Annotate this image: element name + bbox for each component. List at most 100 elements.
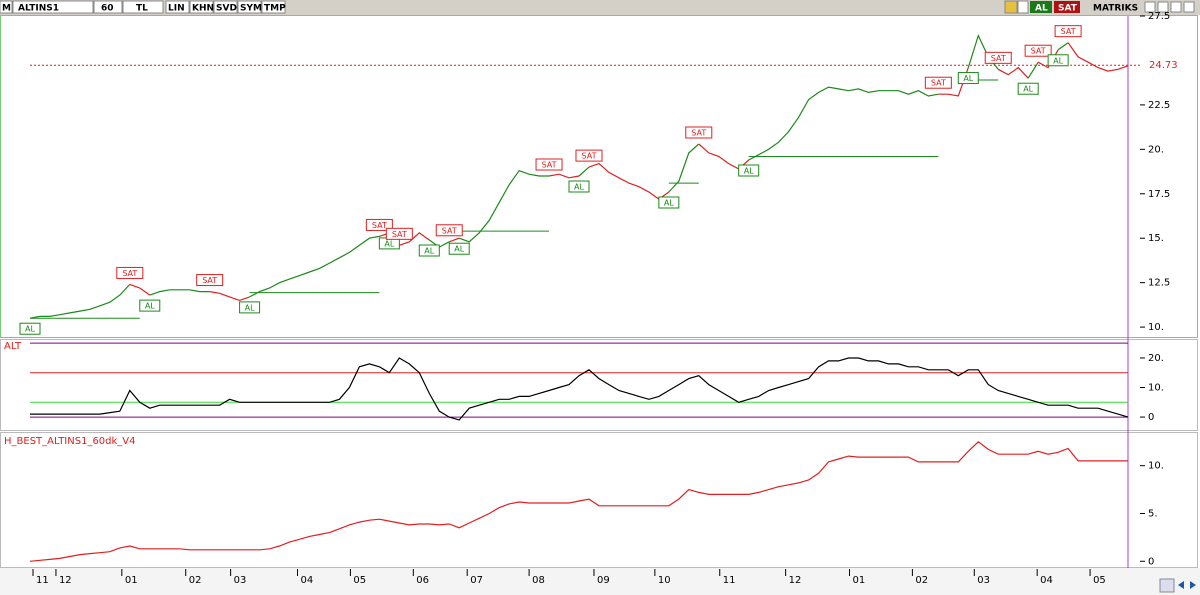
window-button[interactable]	[1170, 1, 1182, 13]
icon[interactable]	[1004, 0, 1018, 14]
toolbar-button-label: KHN	[192, 4, 214, 14]
y-tick-label: 10.	[1148, 461, 1164, 472]
x-tick-label: 12	[59, 575, 72, 586]
signal-box	[139, 299, 161, 312]
x-tick-label: 04	[301, 575, 314, 586]
price-line	[209, 291, 250, 302]
signal-box	[568, 180, 590, 193]
signal-box	[385, 227, 413, 240]
y-tick-label: 5.	[1148, 508, 1158, 519]
x-tick-label: 10	[658, 575, 671, 586]
toolbar-button[interactable]	[165, 0, 190, 14]
price-line	[29, 441, 1128, 562]
toolbar-button-label: SYM	[240, 4, 262, 14]
x-tick-label: 07	[470, 575, 483, 586]
scroll-arrows[interactable]	[1178, 581, 1196, 589]
price-line	[448, 237, 460, 243]
price-line	[1057, 42, 1069, 51]
signal-box	[984, 51, 1012, 64]
x-tick-label: 01	[853, 575, 866, 586]
toolbar-button-label: LIN	[168, 4, 185, 14]
y-tick-label: 27.5	[1148, 11, 1170, 22]
signal-label: AL	[744, 167, 754, 176]
window-button[interactable]	[1183, 1, 1195, 13]
period: 60	[101, 4, 114, 14]
icon[interactable]	[1017, 0, 1029, 14]
signal-box	[1024, 44, 1052, 57]
x-tick-label: 05	[353, 575, 366, 586]
signal-label: AL	[664, 199, 674, 208]
signal-label: SAT	[122, 269, 137, 278]
toolbar-button[interactable]	[261, 0, 286, 14]
price-line	[249, 235, 380, 298]
signal-box	[575, 149, 603, 162]
signal-label: SAT	[691, 129, 706, 138]
x-tick-label: 02	[915, 575, 928, 586]
signal-label: SAT	[542, 161, 557, 170]
window-button[interactable]	[1157, 1, 1169, 13]
price-line	[1027, 61, 1039, 79]
toolbar-items: M ALTINS1 60 TL AL SAT MATRIKS	[0, 0, 1195, 14]
signal-box	[418, 244, 440, 257]
signal-label: AL	[963, 74, 973, 83]
price-line	[458, 169, 550, 243]
last-price-label: 24.73	[1149, 60, 1178, 71]
y-tick-label: 12.5	[1148, 278, 1170, 289]
logo-box[interactable]	[0, 0, 13, 14]
x-tick-label: 12	[789, 575, 802, 586]
price-line	[1067, 42, 1129, 72]
signal-label: SAT	[1031, 47, 1046, 56]
y-tick-label: 10.	[1148, 383, 1164, 394]
indicator-panel	[0, 339, 1198, 431]
refresh-button[interactable]	[1159, 578, 1175, 593]
y-tick-label: 20.	[1148, 144, 1164, 155]
x-tick-label: 11	[36, 575, 49, 586]
logo: M	[2, 4, 11, 14]
price-line	[997, 66, 1029, 79]
toolbar	[0, 0, 1200, 15]
x-tick-label: 11	[723, 575, 736, 586]
signal-label: AL	[145, 302, 155, 311]
last-price-box	[1146, 59, 1182, 72]
toolbar-button[interactable]	[213, 0, 238, 14]
price-line	[548, 173, 580, 179]
symbol: ALTINS1	[18, 4, 59, 14]
price-line	[748, 86, 939, 161]
equity-panel	[0, 432, 1198, 568]
buy-button[interactable]	[1030, 1, 1052, 13]
sell-button[interactable]	[1054, 1, 1080, 13]
signal-box	[1054, 25, 1082, 38]
price-line	[30, 357, 1129, 421]
y-tick-label: 0	[1148, 556, 1154, 567]
x-tick-label: 03	[234, 575, 247, 586]
signal-box	[196, 274, 224, 287]
price-line	[578, 166, 590, 177]
x-tick-label: 08	[532, 575, 545, 586]
y-tick-label: 15.	[1148, 233, 1164, 244]
signal-label: AL	[574, 183, 584, 192]
toolbar-button[interactable]	[189, 0, 214, 14]
price-line	[399, 232, 430, 246]
y-tick-label: 22.5	[1148, 100, 1170, 111]
window-button[interactable]	[1144, 1, 1156, 13]
signal-box	[448, 242, 470, 255]
x-tick-label: 04	[1040, 575, 1053, 586]
toolbar-button[interactable]	[237, 0, 262, 14]
signal-label: SAT	[442, 226, 457, 235]
symbol-box[interactable]	[12, 0, 94, 14]
currency: TL	[136, 4, 148, 14]
period-box[interactable]	[93, 0, 123, 14]
currency-box[interactable]	[122, 0, 164, 14]
x-tick-label: 03	[977, 575, 990, 586]
signal-label: AL	[25, 325, 35, 334]
y-tick-label: 0	[1148, 412, 1154, 423]
price-line	[129, 283, 151, 296]
sell-label: SAT	[1058, 4, 1078, 14]
y-tick-label: 17.5	[1148, 189, 1170, 200]
signal-label: SAT	[581, 152, 596, 161]
signal-box	[365, 218, 393, 231]
signal-box	[1047, 54, 1069, 67]
signal-label: AL	[1053, 56, 1063, 65]
